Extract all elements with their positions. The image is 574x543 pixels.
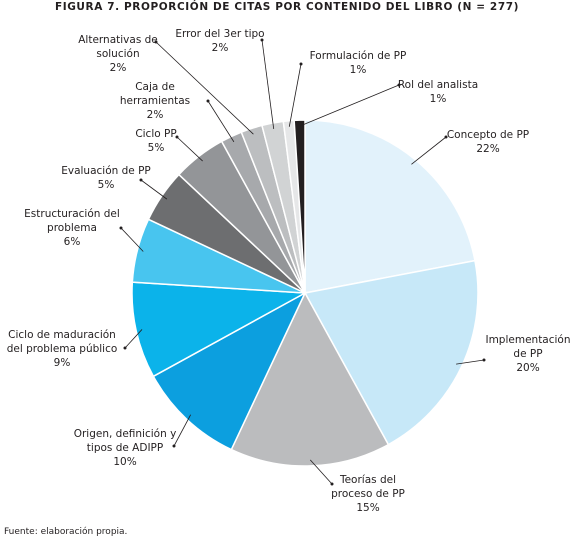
category-label: Ciclo PP bbox=[135, 128, 177, 140]
category-label: Formulación de PP bbox=[309, 50, 407, 62]
leader-line bbox=[456, 359, 485, 365]
leader-dot bbox=[299, 62, 303, 66]
slice-label: Ciclo PP 5% bbox=[126, 127, 186, 155]
leader-dot bbox=[482, 358, 486, 362]
leader-line bbox=[155, 41, 254, 135]
leader-line bbox=[124, 329, 143, 349]
value-label: 20% bbox=[516, 362, 540, 374]
leader-dot bbox=[444, 135, 448, 139]
category-label: Evaluación de PP bbox=[61, 165, 151, 177]
leader-dot bbox=[123, 346, 127, 350]
value-label: 2% bbox=[109, 62, 127, 74]
leader-dot bbox=[119, 226, 123, 230]
leader-dot bbox=[172, 444, 176, 448]
slice-label: Estructuración del problema 6% bbox=[12, 207, 132, 249]
pie-slice bbox=[303, 259, 479, 446]
category-label: Concepto de PP bbox=[446, 129, 530, 141]
value-label: 5% bbox=[97, 179, 115, 191]
value-label: 1% bbox=[349, 64, 367, 76]
slice-label: Caja de herramientas 2% bbox=[100, 80, 210, 122]
leader-line bbox=[140, 179, 168, 200]
category-label: Estructuración del problema bbox=[24, 208, 120, 234]
leader-dot bbox=[206, 99, 210, 103]
slice-label: Rol del analista 1% bbox=[393, 78, 483, 106]
leader-line bbox=[299, 84, 400, 127]
category-label: Rol del analista bbox=[397, 79, 479, 91]
leader-line bbox=[261, 39, 275, 130]
leader-dot bbox=[260, 38, 264, 42]
pie-slice bbox=[131, 281, 308, 378]
category-label: Error del 3er tipo bbox=[175, 28, 265, 40]
leader-dot bbox=[330, 482, 334, 486]
value-label: 22% bbox=[476, 143, 500, 155]
value-label: 5% bbox=[147, 142, 165, 154]
value-label: 1% bbox=[429, 93, 447, 105]
pie-slice bbox=[152, 291, 307, 451]
category-label: Origen, definición y tipos de ADIPP bbox=[73, 428, 177, 454]
slice-label: Origen, definición y tipos de ADIPP 10% bbox=[63, 427, 187, 469]
pie-slice bbox=[230, 291, 390, 467]
value-label: 10% bbox=[113, 456, 137, 468]
value-label: 2% bbox=[211, 42, 229, 54]
slice-label: Alternativas de solución 2% bbox=[68, 33, 168, 75]
leader-dot bbox=[139, 178, 143, 182]
pie-slice bbox=[304, 119, 476, 294]
leader-line bbox=[120, 227, 144, 252]
slice-label: Ciclo de maduración del problema público… bbox=[0, 328, 124, 370]
slice-label: Evaluación de PP 5% bbox=[51, 164, 161, 192]
slice-label: Teorías del proceso de PP 15% bbox=[328, 473, 408, 515]
leader-dot bbox=[175, 135, 179, 139]
leader-line bbox=[309, 459, 333, 485]
value-label: 2% bbox=[146, 109, 164, 121]
slice-label: Formulación de PP 1% bbox=[303, 49, 413, 77]
slice-label: Concepto de PP 22% bbox=[433, 128, 543, 156]
leader-line bbox=[288, 63, 302, 127]
category-label: Teorías del proceso de PP bbox=[331, 474, 405, 500]
category-label: Caja de herramientas bbox=[119, 81, 191, 107]
leader-dot bbox=[154, 40, 158, 44]
category-label: Implementación de PP bbox=[485, 334, 571, 360]
source-note: Fuente: elaboración propia. bbox=[4, 527, 128, 537]
category-label: Alternativas de solución bbox=[78, 34, 158, 60]
leader-dot bbox=[397, 83, 401, 87]
value-label: 9% bbox=[53, 357, 71, 369]
value-label: 6% bbox=[63, 236, 81, 248]
leader-line bbox=[173, 414, 192, 447]
slice-label: Error del 3er tipo 2% bbox=[175, 27, 265, 55]
leader-line bbox=[207, 100, 235, 143]
chart-title: FIGURA 7. PROPORCIÓN DE CITAS POR CONTEN… bbox=[54, 1, 520, 13]
leader-line bbox=[176, 136, 203, 162]
category-label: Ciclo de maduración del problema público bbox=[6, 329, 118, 355]
slice-label: Implementación de PP 20% bbox=[484, 333, 572, 375]
leader-line bbox=[411, 136, 447, 165]
value-label: 15% bbox=[356, 502, 380, 514]
pie-slice bbox=[293, 119, 306, 294]
